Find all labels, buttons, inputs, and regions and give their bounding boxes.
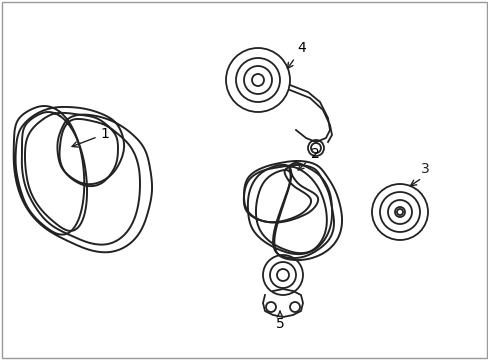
Text: 1: 1	[72, 127, 109, 147]
Text: 4: 4	[287, 41, 306, 68]
Text: 5: 5	[275, 311, 284, 331]
Text: 2: 2	[298, 147, 319, 170]
Text: 3: 3	[420, 162, 428, 176]
